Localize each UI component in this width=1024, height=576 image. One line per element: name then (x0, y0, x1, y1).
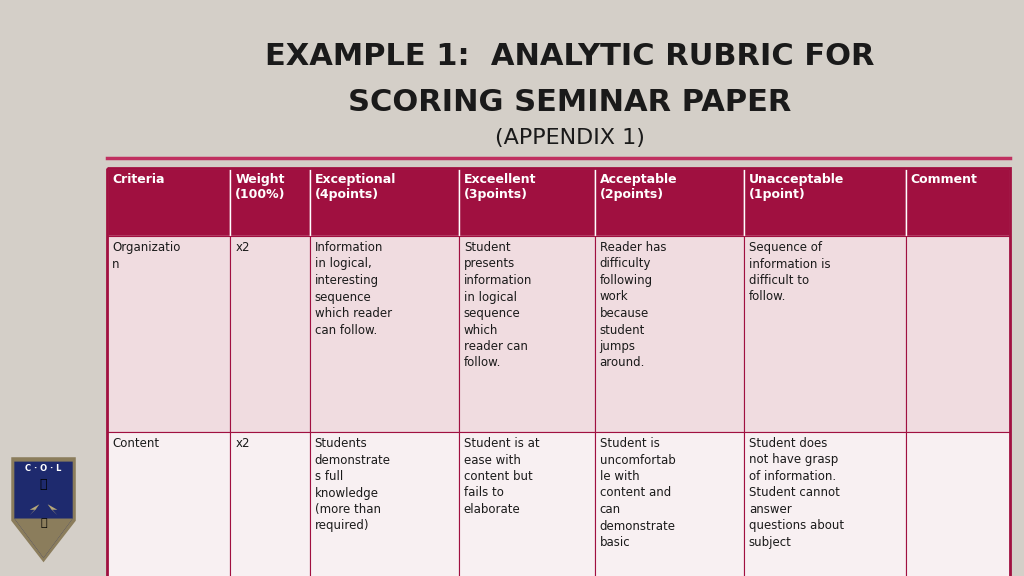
Polygon shape (11, 457, 76, 562)
Text: Student does
not have grasp
of information.
Student cannot
answer
questions abou: Student does not have grasp of informati… (749, 437, 844, 549)
Bar (459, 168, 595, 236)
Bar (230, 236, 309, 432)
Bar (309, 168, 459, 236)
Text: Organizatio
n: Organizatio n (112, 241, 180, 271)
Bar (309, 432, 459, 576)
Text: Student is at
ease with
content but
fails to
elaborate: Student is at ease with content but fail… (464, 437, 540, 516)
Text: Comment: Comment (910, 173, 978, 186)
Polygon shape (14, 518, 73, 558)
Bar (459, 236, 595, 432)
Text: Exceellent
(3points): Exceellent (3points) (464, 173, 537, 201)
Bar (905, 168, 1010, 236)
Text: Exceptional
(4points): Exceptional (4points) (314, 173, 396, 201)
Bar (905, 432, 1010, 576)
Text: 📖: 📖 (40, 478, 47, 491)
Text: Unacceptable
(1point): Unacceptable (1point) (749, 173, 844, 201)
Text: Weight
(100%): Weight (100%) (236, 173, 286, 201)
Polygon shape (30, 505, 39, 510)
Text: Information
in logical,
interesting
sequence
which reader
can follow.: Information in logical, interesting sequ… (314, 241, 391, 336)
Bar (743, 168, 905, 236)
Bar (743, 432, 905, 576)
Text: Sequence of
information is
difficult to
follow.: Sequence of information is difficult to … (749, 241, 830, 304)
Text: x2: x2 (236, 437, 250, 450)
Bar (106, 168, 1010, 576)
Text: Criteria: Criteria (112, 173, 165, 186)
Bar (595, 236, 743, 432)
Polygon shape (14, 461, 73, 558)
Polygon shape (30, 505, 39, 515)
Text: x2: x2 (236, 241, 250, 254)
Bar (230, 168, 309, 236)
Bar (106, 168, 230, 236)
Text: Student
presents
information
in logical
sequence
which
reader can
follow.: Student presents information in logical … (464, 241, 532, 369)
Text: Content: Content (112, 437, 159, 450)
Text: Students
demonstrate
s full
knowledge
(more than
required): Students demonstrate s full knowledge (m… (314, 437, 390, 532)
Bar (905, 236, 1010, 432)
Text: Acceptable
(2points): Acceptable (2points) (599, 173, 677, 201)
Bar (230, 432, 309, 576)
Text: EXAMPLE 1:  ANALYTIC RUBRIC FOR: EXAMPLE 1: ANALYTIC RUBRIC FOR (265, 42, 874, 71)
Text: C · O · L: C · O · L (26, 464, 61, 473)
Polygon shape (48, 505, 57, 515)
Bar (106, 236, 230, 432)
Text: Reader has
difficulty
following
work
because
student
jumps
around.: Reader has difficulty following work bec… (599, 241, 666, 369)
Text: SCORING SEMINAR PAPER: SCORING SEMINAR PAPER (348, 88, 792, 117)
Polygon shape (48, 505, 57, 510)
Bar (595, 168, 743, 236)
Text: (APPENDIX 1): (APPENDIX 1) (495, 128, 645, 148)
Bar (459, 432, 595, 576)
Bar (743, 236, 905, 432)
Bar (309, 236, 459, 432)
Text: 🌐: 🌐 (40, 518, 47, 528)
Bar (106, 432, 230, 576)
Text: Student is
uncomfortab
le with
content and
can
demonstrate
basic: Student is uncomfortab le with content a… (599, 437, 676, 549)
Bar (595, 432, 743, 576)
